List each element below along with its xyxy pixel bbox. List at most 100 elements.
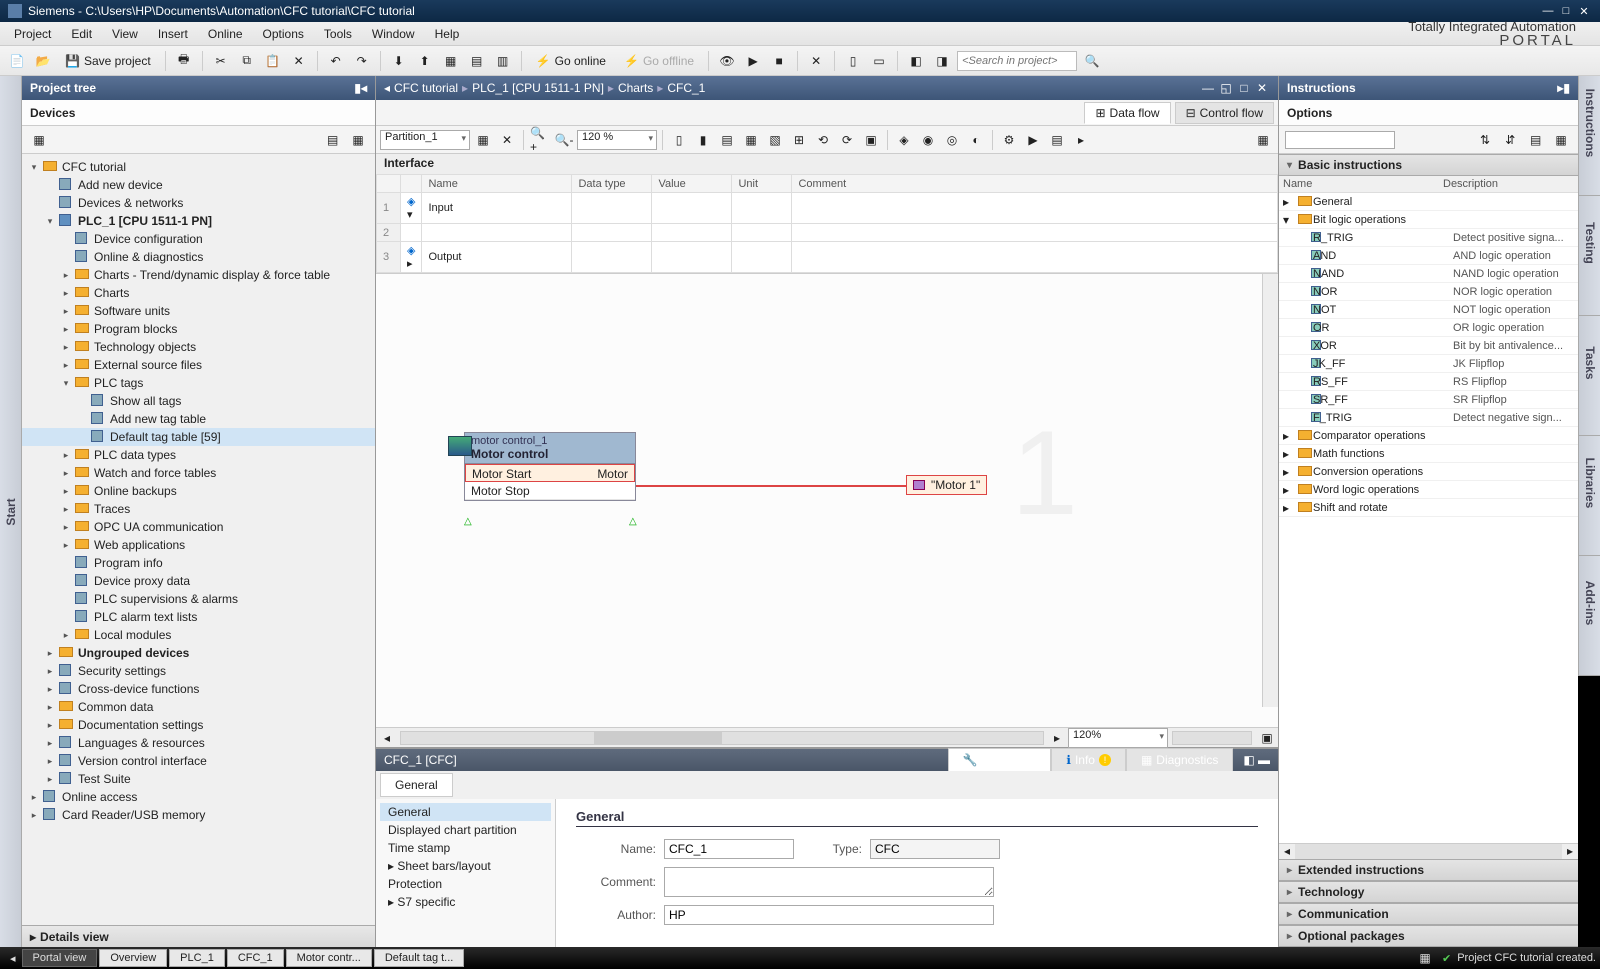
add-partition-icon[interactable]: ▦ [472,129,494,151]
instruction-group[interactable]: ▸Math functions [1279,445,1578,463]
menu-edit[interactable]: Edit [61,24,102,44]
interface-row[interactable]: 1◈ ▾Input [377,193,1278,224]
tree-item[interactable]: Device configuration [22,230,375,248]
tree-item[interactable]: Add new tag table [22,410,375,428]
layout-icon-3[interactable]: ▤ [716,129,738,151]
tree-item[interactable]: ▸Documentation settings [22,716,375,734]
menu-options[interactable]: Options [253,24,314,44]
tree-item[interactable]: ▾CFC tutorial [22,158,375,176]
download-icon[interactable]: ⬇ [388,50,410,72]
tree-item[interactable]: PLC alarm text lists [22,608,375,626]
editor-minimize-icon[interactable]: — [1200,81,1216,95]
open-project-icon[interactable]: 📂 [32,50,54,72]
hscroll-track[interactable] [400,731,1044,745]
props-nav-item[interactable]: Protection [380,875,551,893]
tree-toggle-icon[interactable]: ▸ [60,504,72,515]
tab-properties[interactable]: 🔧 Properties [948,748,1052,772]
tree-item[interactable]: ▸Watch and force tables [22,464,375,482]
instruction-item[interactable]: XORBit by bit antivalence... [1279,337,1578,355]
tree-toggle-icon[interactable]: ▾ [60,378,72,389]
menu-insert[interactable]: Insert [148,24,198,44]
tree-item[interactable]: ▾PLC_1 [CPU 1511-1 PN] [22,212,375,230]
tree-item[interactable]: Show all tags [22,392,375,410]
footer-tab[interactable]: CFC_1 [227,949,284,967]
instruction-group[interactable]: ▸Shift and rotate [1279,499,1578,517]
copy-icon[interactable]: ⧉ [236,50,258,72]
tree-toggle-icon[interactable]: ▸ [60,630,72,641]
tree-item[interactable]: ▸Program blocks [22,320,375,338]
delete-icon[interactable]: ✕ [288,50,310,72]
footer-tab[interactable]: Default tag t... [374,949,464,967]
tree-item[interactable]: ▸Charts - Trend/dynamic display & force … [22,266,375,284]
instruction-item[interactable]: SR_FFSR Flipflop [1279,391,1578,409]
tree-toggle-icon[interactable]: ▸ [60,306,72,317]
tree-item[interactable]: ▸Languages & resources [22,734,375,752]
save-project-button[interactable]: 💾 Save project [58,51,158,71]
tree-toggle-icon[interactable]: ▸ [60,324,72,335]
tree-item[interactable]: Devices & networks [22,194,375,212]
props-nav-item[interactable]: ▸ S7 specific [380,893,551,911]
tool-icon-6[interactable]: ⚙ [998,129,1020,151]
crumb[interactable]: CFC tutorial [394,81,458,95]
menu-online[interactable]: Online [198,24,253,44]
crumb[interactable]: CFC_1 [667,81,705,95]
tree-item[interactable]: ▸External source files [22,356,375,374]
menu-view[interactable]: View [102,24,148,44]
tool-icon-3[interactable]: ◉ [917,129,939,151]
tool-icon-5[interactable]: ◐ [965,129,987,151]
fit-icon[interactable]: ▣ [1256,727,1278,749]
instruction-group[interactable]: ▸General [1279,193,1578,211]
layout-icon-1[interactable]: ▯ [668,129,690,151]
tool-icon-1[interactable]: ▣ [860,129,882,151]
instruction-item[interactable]: NOTNOT logic operation [1279,301,1578,319]
menu-window[interactable]: Window [362,24,425,44]
close-icon[interactable]: ✕ [1576,4,1592,18]
options-header[interactable]: Options [1279,100,1578,126]
search-go-icon[interactable]: 🔍 [1081,50,1103,72]
inst-filter-icon[interactable]: ⇵ [1499,129,1521,151]
split-h-icon[interactable]: ▯ [842,50,864,72]
monitor-icon[interactable]: 👁 [716,50,738,72]
zoom-footer-dropdown[interactable]: 120% [1068,728,1168,748]
tree-item[interactable]: ▸Online access [22,788,375,806]
tree-view1-icon[interactable]: ▤ [322,129,344,151]
general-tab[interactable]: General [380,773,453,797]
editor-maximize-icon[interactable]: □ [1236,81,1252,95]
tab-control-flow[interactable]: ⊟ Control flow [1175,102,1274,124]
compare-icon[interactable]: ▤ [466,50,488,72]
instruction-group[interactable]: ▸Conversion operations [1279,463,1578,481]
fb-port-stop[interactable]: Motor Stop [465,482,635,500]
tree-toggle-icon[interactable]: ▸ [60,468,72,479]
minimize-icon[interactable]: — [1540,4,1556,18]
layout-icon-2[interactable]: ▮ [692,129,714,151]
tree-tb-icon[interactable]: ▦ [28,129,50,151]
tree-toggle-icon[interactable]: ▸ [44,702,56,713]
menu-help[interactable]: Help [425,24,470,44]
sim-icon[interactable]: ▶ [742,50,764,72]
collapse-icon[interactable]: ▸▮ [1557,81,1570,95]
tool-icon-2[interactable]: ◈ [893,129,915,151]
conn-icon-1[interactable]: ⟲ [812,129,834,151]
editor-restore-icon[interactable]: ◱ [1218,81,1234,95]
stop-icon[interactable]: ■ [768,50,790,72]
connection-line[interactable] [636,485,906,487]
instruction-group[interactable]: ▸Word logic operations [1279,481,1578,499]
instruction-item[interactable]: ANDAND logic operation [1279,247,1578,265]
crumb[interactable]: PLC_1 [CPU 1511-1 PN] [472,81,604,95]
compile-icon[interactable]: ▦ [440,50,462,72]
fb-port-motor[interactable]: Motor Start Motor [465,464,635,482]
props-nav-item[interactable]: ▸ Sheet bars/layout [380,857,551,875]
interface-row[interactable]: 3◈ ▸Output [377,242,1278,273]
tree-item[interactable]: ▾PLC tags [22,374,375,392]
tab-addins-collapsed[interactable]: Add-ins [1578,556,1600,676]
redo-icon[interactable]: ↷ [351,50,373,72]
vscroll[interactable] [1262,274,1278,707]
tree-item[interactable]: ▸Traces [22,500,375,518]
devices-tab[interactable]: Devices [22,100,375,126]
tree-item[interactable]: ▸Test Suite [22,770,375,788]
upload-icon[interactable]: ⬆ [414,50,436,72]
tree-toggle-icon[interactable]: ▸ [28,810,40,821]
footer-tab[interactable]: PLC_1 [169,949,225,967]
tool-icon-9[interactable]: ▸ [1070,129,1092,151]
layout-icon-4[interactable]: ▦ [740,129,762,151]
